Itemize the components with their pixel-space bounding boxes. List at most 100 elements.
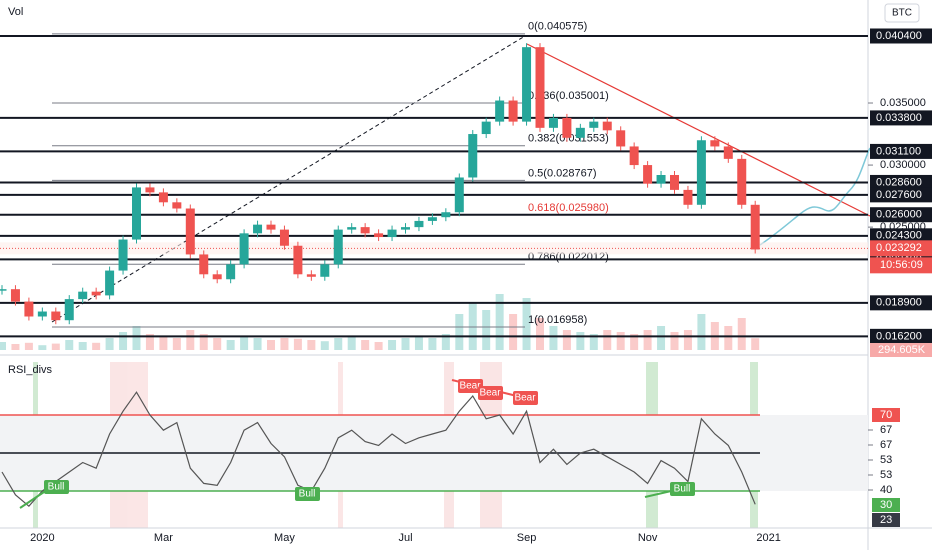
candle [481, 121, 491, 135]
volume-bar [536, 318, 544, 350]
fib-label: 0.236(0.035001) [528, 90, 609, 102]
level-tag-label: 0.024300 [876, 230, 922, 242]
currency-button[interactable] [884, 3, 920, 23]
volume-bar [293, 338, 302, 350]
candle [643, 165, 653, 184]
candle [105, 270, 115, 296]
volume-bar [388, 340, 397, 350]
volume-bar [38, 345, 47, 350]
volume-bar [92, 342, 101, 350]
level-tag [870, 187, 932, 203]
x-tick-label: May [274, 532, 295, 544]
fib-label: 0(0.040575) [528, 21, 587, 33]
volume-tag-label: 294.605K [878, 344, 926, 356]
level-tag [870, 28, 932, 44]
volume-bar [441, 334, 450, 350]
divergence-tag [670, 482, 695, 496]
level-tag [870, 110, 932, 126]
rsi-tick-label: 40 [880, 484, 892, 496]
candle [266, 224, 276, 230]
volume-bar [199, 334, 208, 350]
candle [454, 177, 464, 213]
countdown-label: 10:56:09 [880, 259, 923, 271]
fib-label: 1(0.016958) [528, 314, 587, 326]
level-tag-label: 0.031100 [876, 145, 921, 157]
x-tick-label: Jul [398, 532, 412, 544]
rsi-tick-label: 67 [880, 424, 892, 436]
level-tag [870, 228, 932, 244]
divergence-tag [478, 386, 503, 400]
candle [602, 121, 612, 131]
currency-button-label[interactable]: BTC [892, 8, 912, 19]
volume-bar [347, 336, 356, 350]
candle [51, 311, 61, 321]
candle [374, 233, 384, 238]
rsi-tick-tag [872, 408, 900, 422]
last-price-tag [870, 240, 932, 257]
candle [239, 233, 249, 265]
candle [575, 127, 585, 138]
rsi-tick-label: 30 [880, 499, 892, 511]
level-tag-label: 0.026000 [876, 209, 922, 221]
candle [522, 47, 532, 122]
indicator-label: RSI_divs [8, 364, 53, 376]
candle [710, 140, 720, 147]
divergence-label: Bear [459, 381, 481, 392]
volume-bar [657, 326, 666, 350]
x-tick-label: 2020 [30, 532, 54, 544]
volume-bar [226, 340, 235, 350]
volume-bar [172, 338, 181, 350]
volume-bar [253, 338, 262, 350]
volume-tag [870, 343, 932, 357]
volume-bar [307, 340, 316, 350]
candle [0, 289, 7, 291]
volume-bar [24, 342, 33, 350]
rsi-tick-label: 53 [880, 454, 892, 466]
candle [78, 291, 88, 300]
volume-bar [51, 343, 60, 350]
rsi-tick-label: 23 [880, 514, 892, 526]
volume-bar [213, 338, 222, 350]
volume-bar [65, 340, 74, 350]
level-tag-label: 0.040400 [876, 30, 922, 42]
volume-bar [509, 314, 518, 350]
level-tag [870, 207, 932, 223]
volume-bar [455, 314, 464, 350]
candle [427, 217, 437, 221]
candle [333, 229, 343, 265]
rsi-tick-label: 67 [880, 439, 892, 451]
volume-bar [145, 334, 154, 350]
volume-bar [11, 344, 20, 350]
volume-bar [643, 330, 652, 350]
countdown-tag [870, 257, 932, 274]
fib-label: 0.382(0.031553) [528, 133, 609, 145]
candle [253, 224, 263, 234]
candle [37, 311, 47, 317]
candle [683, 189, 693, 205]
candle [401, 227, 410, 230]
level-tag-label: 0.027600 [876, 189, 922, 201]
candle [118, 239, 128, 271]
divergence-label: Bull [48, 482, 65, 493]
candle [387, 229, 397, 238]
volume-bar [186, 330, 195, 350]
y-tick-label: 0.035000 [880, 97, 926, 109]
candle [306, 274, 316, 277]
level-tag [870, 174, 932, 190]
volume-bar [119, 332, 128, 350]
volume-bar [334, 338, 343, 350]
candle [750, 204, 760, 250]
volume-bar [428, 338, 437, 350]
level-tag-label: 0.016200 [876, 330, 922, 342]
rsi-tick-tag [872, 513, 900, 527]
fib-label: 0.5(0.028767) [528, 167, 597, 179]
fib-label: 0.618(0.025980) [528, 202, 609, 214]
y-tick-label: 0.030000 [880, 159, 926, 171]
last-price-band [0, 242, 868, 255]
candle [320, 264, 330, 277]
candle [145, 187, 155, 193]
candle [535, 47, 545, 128]
projection-path [759, 147, 871, 246]
candle [589, 121, 599, 128]
level-tag-label: 0.028600 [876, 176, 922, 188]
